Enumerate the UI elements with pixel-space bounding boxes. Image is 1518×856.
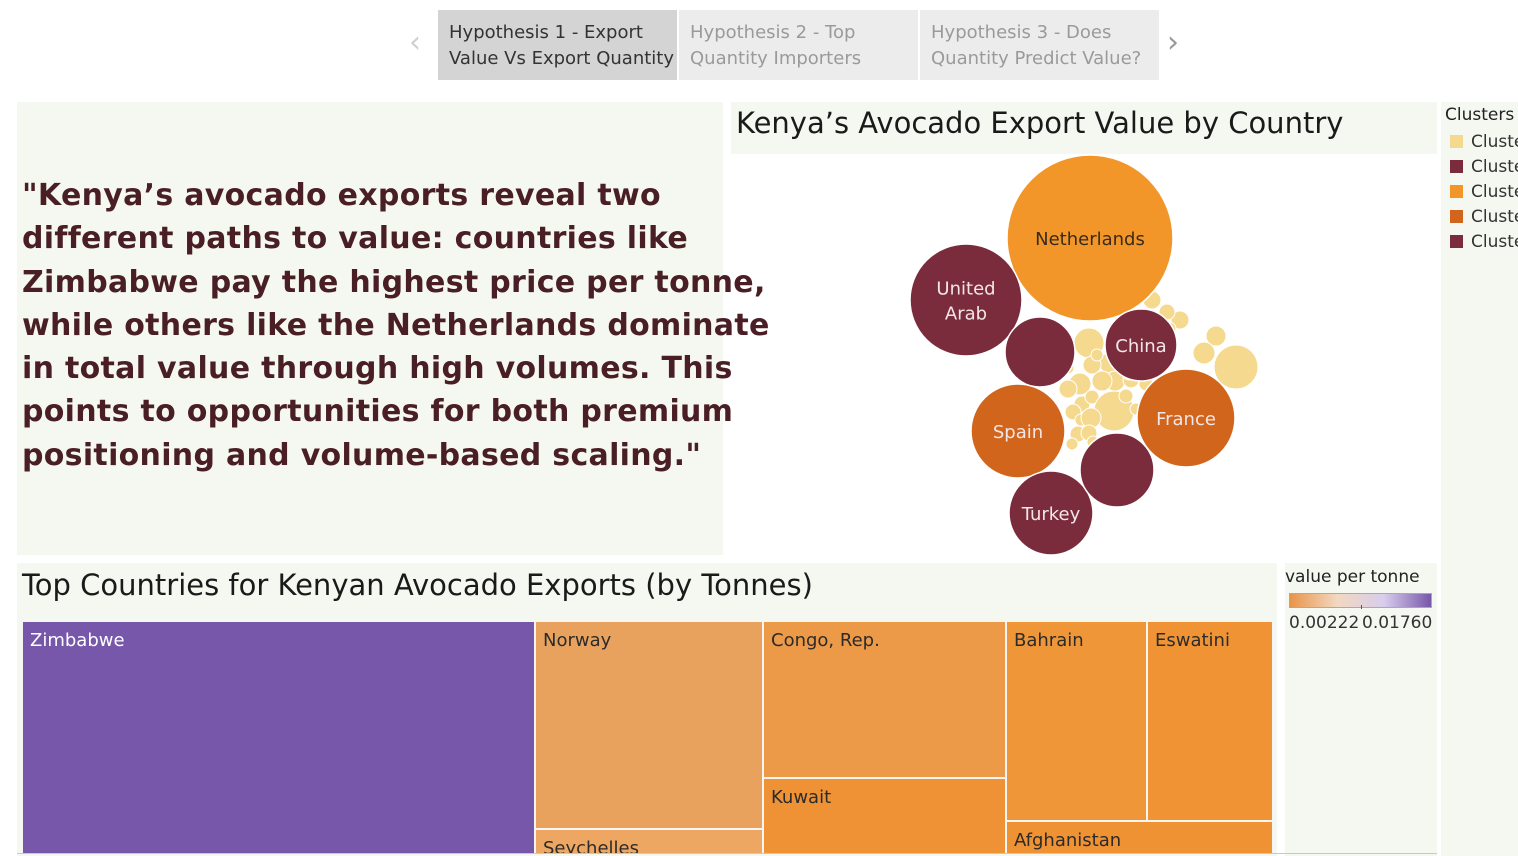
legend-label: Cluste — [1471, 157, 1518, 177]
tab-hypothesis-3[interactable]: Hypothesis 3 - Does Quantity Predict Val… — [920, 10, 1159, 80]
tab-hypothesis-1[interactable]: Hypothesis 1 - Export Value Vs Export Qu… — [438, 10, 677, 80]
treemap-cell-bahrain[interactable]: Bahrain — [1006, 621, 1147, 821]
bubble-label: Netherlands — [1035, 229, 1145, 250]
treemap-cell-afghanistan[interactable]: Afghanistan — [1006, 821, 1273, 853]
legend-item[interactable]: Cluste — [1450, 132, 1518, 152]
legend-label: Cluste — [1471, 132, 1518, 152]
legend-label: Cluste — [1471, 182, 1518, 202]
quote-line: "Kenya’s avocado exports reveal two — [22, 178, 661, 213]
tab-hypothesis-2-line1: Hypothesis 2 - Top — [690, 22, 856, 43]
small-country-bubble[interactable] — [1170, 310, 1190, 330]
treemap-cell-label: Seychelles — [543, 838, 639, 853]
small-country-bubble[interactable] — [1090, 348, 1104, 362]
small-country-bubble[interactable] — [1205, 325, 1227, 347]
treemap-cell-label: Kuwait — [771, 787, 832, 808]
gradient-midpoint-tick — [1361, 605, 1362, 609]
color-legend-max: 0.01760 — [1362, 613, 1433, 633]
small-country-bubble[interactable] — [1213, 344, 1259, 390]
small-country-bubble[interactable] — [1192, 341, 1216, 365]
treemap-cell-label: Afghanistan — [1014, 830, 1122, 851]
treemap-cell-seychelles[interactable]: Seychelles — [535, 829, 763, 853]
legend-item[interactable]: Cluste — [1450, 207, 1518, 227]
color-legend-min: 0.00222 — [1289, 613, 1360, 633]
legend-swatch — [1450, 210, 1463, 223]
country-bubble[interactable] — [1004, 316, 1076, 388]
treemap-chart: Zimbabwe Norway Seychelles Congo, Rep. Kuwai… — [22, 621, 1273, 853]
small-country-bubble[interactable] — [1118, 388, 1134, 404]
bubble-chart: Netherlands United Arab China France Spain Tur… — [909, 154, 1259, 556]
insight-quote: "Kenya’s avocado exports reveal two diff… — [22, 174, 770, 477]
cluster-legend: Clusters Cluste Cluste Cluste Cluste Clu… — [1441, 102, 1518, 856]
treemap-cell-congo-rep[interactable]: Congo, Rep. — [763, 621, 1006, 778]
legend-item[interactable]: Cluste — [1450, 157, 1518, 177]
legend-swatch — [1450, 135, 1463, 148]
legend-swatch — [1450, 235, 1463, 248]
quote-line: positioning and volume-based scaling." — [22, 437, 702, 473]
legend-item[interactable]: Cluste — [1450, 232, 1518, 252]
country-bubble-france[interactable] — [1136, 368, 1236, 468]
treemap-cell-eswatini[interactable]: Eswatini — [1147, 621, 1273, 821]
bubble-label: China — [1115, 336, 1166, 357]
quote-line: while others like the Netherlands domina… — [22, 307, 770, 343]
quote-line: points to opportunities for both premium — [22, 394, 734, 430]
legend-swatch — [1450, 160, 1463, 173]
tab-hypothesis-3-line2: Quantity Predict Value? — [931, 48, 1142, 69]
color-gradient-bar — [1289, 593, 1432, 608]
legend-title: Clusters — [1445, 105, 1515, 125]
treemap-title: Top Countries for Kenyan Avocado Exports… — [22, 568, 813, 602]
bubble-label: Arab — [945, 304, 987, 325]
tab-hypothesis-1-line2: Value Vs Export Quantity — [449, 48, 674, 69]
tab-hypothesis-2[interactable]: Hypothesis 2 - Top Quantity Importers — [679, 10, 918, 80]
legend-label: Cluste — [1471, 207, 1518, 227]
treemap-cell-label: Eswatini — [1155, 630, 1230, 651]
small-country-bubble[interactable] — [1058, 379, 1078, 399]
country-bubble-united-arab[interactable] — [909, 243, 1023, 357]
bubble-chart-title: Kenya’s Avocado Export Value by Country — [736, 106, 1344, 140]
tab-hypothesis-3-line1: Hypothesis 3 - Does — [931, 22, 1112, 43]
bubble-label: France — [1156, 409, 1216, 430]
treemap-cell-zimbabwe[interactable]: Zimbabwe — [22, 621, 535, 853]
treemap-cell-kuwait[interactable]: Kuwait — [763, 778, 1006, 853]
country-bubble-spain[interactable] — [970, 383, 1066, 479]
small-country-bubble[interactable] — [1065, 437, 1079, 451]
color-legend-title: value per tonne — [1285, 567, 1420, 587]
small-country-bubble[interactable] — [1091, 370, 1113, 392]
dashboard-bottom-divider — [17, 853, 1437, 854]
quote-line: in total value through high volumes. Thi… — [22, 351, 733, 387]
legend-label: Cluste — [1471, 232, 1518, 252]
treemap-cell-norway[interactable]: Norway — [535, 621, 763, 829]
country-bubble[interactable] — [1079, 432, 1155, 508]
treemap-cell-label: Congo, Rep. — [771, 630, 880, 651]
legend-item[interactable]: Cluste — [1450, 182, 1518, 202]
quote-line: Zimbabwe pay the highest price per tonne… — [22, 264, 766, 300]
legend-swatch — [1450, 185, 1463, 198]
quote-panel: "Kenya’s avocado exports reveal two diff… — [17, 102, 770, 555]
prev-story-point-chevron-left-icon[interactable]: ‹ — [409, 25, 421, 60]
tab-hypothesis-2-line2: Quantity Importers — [690, 48, 862, 69]
bubble-label: United — [936, 279, 995, 300]
bubble-label: Spain — [993, 422, 1043, 443]
quote-line: different paths to value: countries like — [22, 221, 689, 257]
country-bubble-turkey[interactable] — [1008, 470, 1094, 556]
treemap-cell-label: Norway — [543, 630, 612, 651]
next-story-point-chevron-right-icon[interactable]: › — [1167, 25, 1179, 60]
country-bubble-china[interactable] — [1104, 308, 1178, 382]
country-bubble-netherlands[interactable] — [1006, 154, 1174, 322]
small-country-bubble[interactable] — [1084, 389, 1100, 405]
bubble-label: Turkey — [1021, 504, 1081, 525]
treemap-cell-label: Bahrain — [1014, 630, 1084, 651]
value-per-tonne-legend: value per tonne 0.00222 0.01760 — [1285, 563, 1437, 856]
bubble-chart-title-bar: Kenya’s Avocado Export Value by Country — [731, 102, 1437, 154]
tab-hypothesis-1-line1: Hypothesis 1 - Export — [449, 22, 643, 43]
treemap-cell-label: Zimbabwe — [30, 630, 125, 651]
